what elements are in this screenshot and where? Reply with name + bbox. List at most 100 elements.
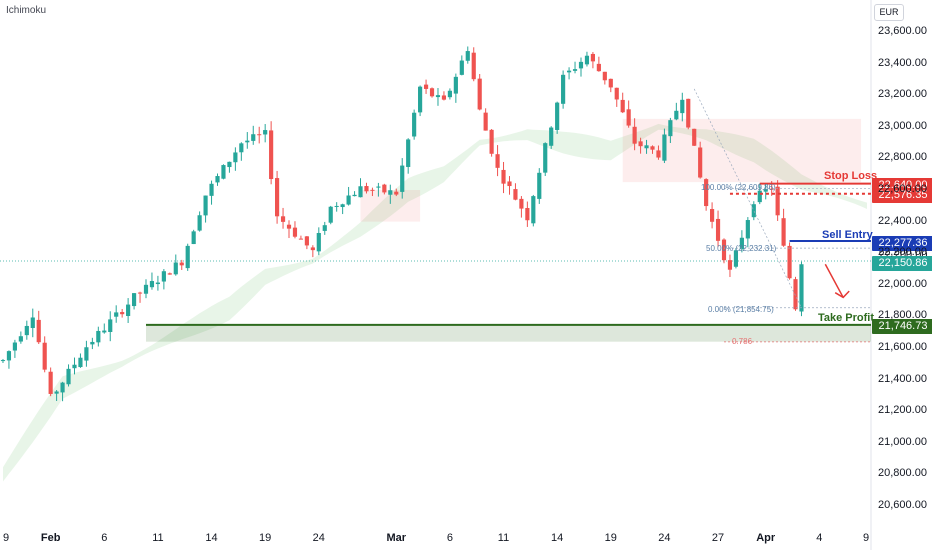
x-tick-label: 19 (259, 532, 272, 544)
candle-body (447, 90, 452, 98)
candle-body (668, 120, 673, 137)
candle-body (322, 225, 327, 231)
candle-body (90, 341, 95, 345)
candle-body (793, 279, 798, 310)
sell-entry-label: Sell Entry (822, 229, 873, 241)
candle-body (263, 130, 268, 135)
candle-body (72, 364, 77, 369)
y-tick-label: 21,800.00 (878, 309, 927, 322)
candle-body (644, 145, 649, 149)
candle-body (674, 110, 679, 120)
candle-body (12, 342, 17, 351)
candle-body (489, 129, 494, 154)
candle-body (203, 195, 208, 216)
candle-body (620, 99, 625, 113)
candle-body (114, 312, 119, 317)
candle-body (42, 342, 47, 370)
candle-body (721, 239, 727, 261)
candle-body (0, 360, 6, 362)
candle-body (412, 112, 417, 137)
candle-body (626, 109, 631, 126)
take-profit-label: Take Profit (818, 312, 875, 324)
candle-body (334, 205, 339, 207)
candle-body (292, 227, 298, 237)
candle-body (435, 95, 441, 98)
candle-body (465, 51, 470, 61)
y-tick-label: 22,200.00 (878, 246, 927, 259)
y-tick-label: 21,400.00 (878, 372, 927, 385)
x-tick-label: 9 (862, 532, 870, 544)
candle-body (638, 141, 643, 147)
x-tick-label: 14 (205, 532, 218, 544)
candle-body (495, 154, 500, 168)
candle-body (769, 188, 774, 190)
x-tick-label: 6 (446, 532, 453, 544)
candle-body (227, 161, 232, 168)
candle-body (680, 99, 685, 114)
candle-body (239, 143, 244, 153)
candle-body (739, 237, 744, 250)
fib-trend-line (693, 88, 802, 309)
candle-body (423, 84, 429, 89)
candle-body (388, 190, 393, 195)
candle-body (149, 281, 155, 288)
candle-body (370, 189, 375, 191)
candle-body (775, 186, 780, 216)
candle-body (727, 260, 733, 270)
candle-body (441, 95, 447, 100)
x-tick-label: 6 (101, 532, 108, 544)
candle-body (120, 312, 125, 315)
candle-body (280, 216, 286, 222)
candle-body (584, 55, 590, 65)
y-tick-label: 21,200.00 (878, 404, 927, 417)
candle-body (269, 130, 274, 180)
y-tick-label: 23,600.00 (878, 25, 927, 37)
candle-body (394, 191, 399, 195)
candle-body (429, 88, 435, 97)
candle-body (6, 351, 12, 361)
candle-body (376, 186, 381, 188)
candle-body (799, 264, 804, 312)
take-profit-badge: 21,746.73 (872, 319, 932, 334)
x-tick-label: 9 (2, 532, 10, 544)
y-tick-label: 23,400.00 (878, 56, 927, 69)
ichimoku-cloud (3, 123, 867, 482)
x-tick-label: 11 (497, 532, 510, 544)
candle-body (161, 271, 166, 282)
candle-body (471, 52, 476, 80)
candle-body (656, 150, 661, 158)
x-tick-label: 24 (312, 532, 325, 544)
y-tick-label: 23,000.00 (878, 119, 927, 132)
candle-body (525, 208, 530, 221)
candle-body (566, 70, 572, 73)
candle-body (632, 126, 637, 144)
currency-selector[interactable]: EUR (874, 4, 904, 21)
candle-body (787, 245, 792, 279)
x-tick-label: 27 (711, 532, 725, 544)
candle-body (561, 74, 566, 104)
candle-body (215, 176, 220, 183)
y-tick-label: 20,600.00 (878, 499, 927, 511)
candle-body (179, 262, 184, 266)
candle-body (316, 233, 321, 252)
y-tick-label: 22,800.00 (878, 151, 927, 164)
x-tick-label: 19 (604, 532, 617, 544)
candle-body (608, 78, 613, 88)
y-tick-label: 21,000.00 (878, 435, 927, 448)
candle-body (18, 336, 23, 342)
candle-body (126, 304, 131, 316)
candle-body (155, 282, 160, 285)
candle-body (513, 189, 518, 200)
fib-0-label: 0.00% (21,854.75) (708, 305, 774, 314)
candle-body (137, 292, 143, 294)
candle-body (131, 293, 137, 307)
candle-body (572, 69, 578, 71)
candle-body (578, 61, 584, 69)
candle-body (483, 112, 488, 131)
y-tick-label: 20,800.00 (878, 467, 927, 480)
candle-body (549, 127, 554, 146)
candle-body (304, 236, 309, 246)
candle-body (257, 134, 262, 136)
candle-body (614, 87, 619, 100)
